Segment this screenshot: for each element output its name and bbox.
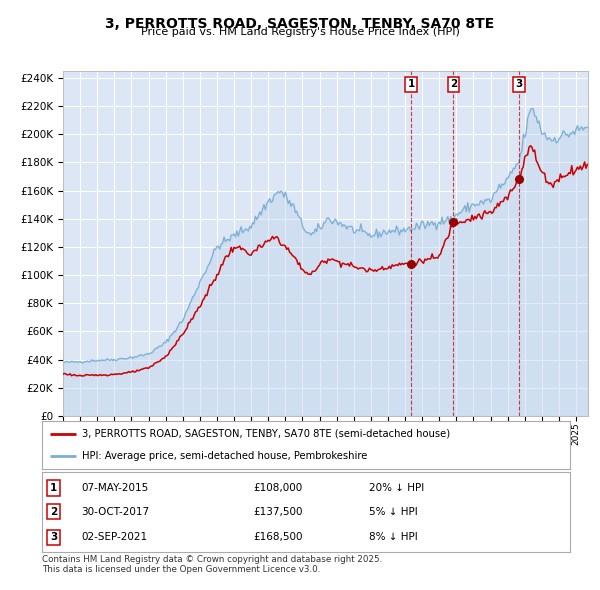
Text: 07-MAY-2015: 07-MAY-2015	[82, 483, 149, 493]
Text: Price paid vs. HM Land Registry's House Price Index (HPI): Price paid vs. HM Land Registry's House …	[140, 27, 460, 37]
Text: 2: 2	[50, 507, 57, 517]
Text: £137,500: £137,500	[253, 507, 303, 517]
Text: 3, PERROTTS ROAD, SAGESTON, TENBY, SA70 8TE: 3, PERROTTS ROAD, SAGESTON, TENBY, SA70 …	[106, 17, 494, 31]
Text: 5% ↓ HPI: 5% ↓ HPI	[370, 507, 418, 517]
Text: 3: 3	[50, 532, 57, 542]
Text: Contains HM Land Registry data © Crown copyright and database right 2025.
This d: Contains HM Land Registry data © Crown c…	[42, 555, 382, 574]
Text: 02-SEP-2021: 02-SEP-2021	[82, 532, 148, 542]
Text: 2: 2	[450, 80, 457, 90]
Text: 1: 1	[407, 80, 415, 90]
Text: 3: 3	[515, 80, 523, 90]
Text: 1: 1	[50, 483, 57, 493]
Text: HPI: Average price, semi-detached house, Pembrokeshire: HPI: Average price, semi-detached house,…	[82, 451, 367, 461]
Text: 3, PERROTTS ROAD, SAGESTON, TENBY, SA70 8TE (semi-detached house): 3, PERROTTS ROAD, SAGESTON, TENBY, SA70 …	[82, 429, 450, 439]
Text: £168,500: £168,500	[253, 532, 303, 542]
Text: £108,000: £108,000	[253, 483, 302, 493]
Text: 20% ↓ HPI: 20% ↓ HPI	[370, 483, 425, 493]
Text: 8% ↓ HPI: 8% ↓ HPI	[370, 532, 418, 542]
Text: 30-OCT-2017: 30-OCT-2017	[82, 507, 150, 517]
